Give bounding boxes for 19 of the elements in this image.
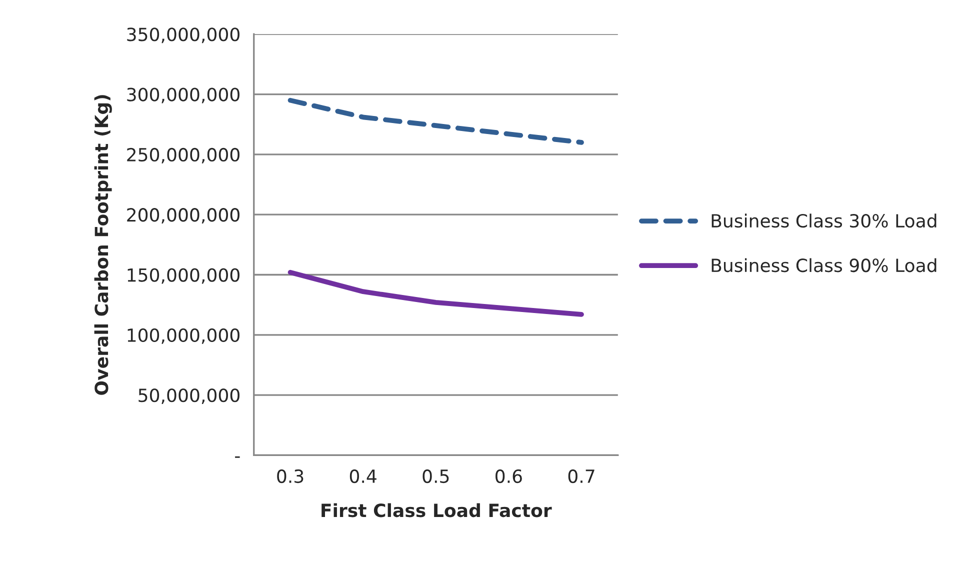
y-tick-label: 200,000,000 (127, 208, 240, 224)
x-tick-label: 0.7 (568, 469, 594, 484)
y-tick-label: - (235, 456, 240, 458)
x-tick-label: 0.4 (350, 469, 376, 484)
line-series (288, 270, 584, 317)
y-axis-title: Overall Carbon Footprint (Kg) (94, 95, 112, 395)
y-tick-label: 150,000,000 (128, 268, 240, 284)
x-tick-label: 0.3 (277, 469, 304, 484)
line-series (288, 98, 584, 145)
y-tick-label: 100,000,000 (128, 328, 240, 344)
x-axis-title: First Class Load Factor (322, 503, 552, 518)
legend-label: Business Class 30% Load (712, 214, 936, 228)
y-tick-label: 250,000,000 (127, 148, 240, 164)
x-tick-label: 0.6 (496, 469, 522, 484)
x-tick-label: 0.5 (422, 469, 449, 484)
y-tick-label: 350,000,000 (127, 28, 240, 44)
y-tick-label: 300,000,000 (127, 88, 240, 104)
y-tick-label: 50,000,000 (138, 388, 240, 404)
legend-label: Business Class 90% Load (712, 258, 936, 272)
